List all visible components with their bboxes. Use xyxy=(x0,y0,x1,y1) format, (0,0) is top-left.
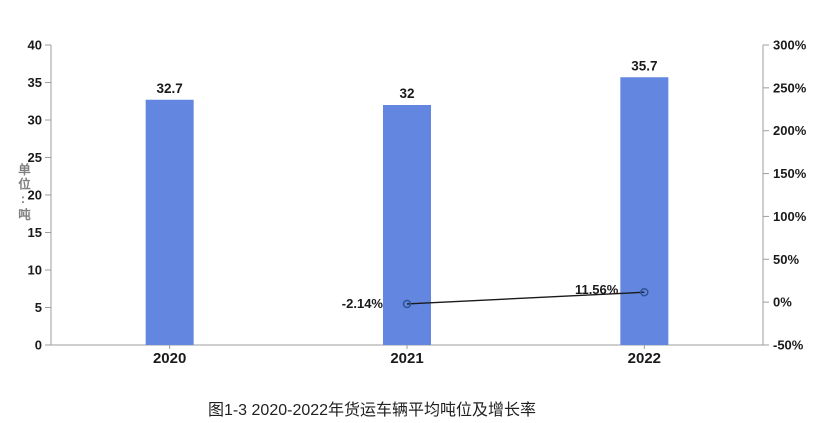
right-axis-tick-label: 0% xyxy=(773,295,792,310)
left-axis-tick-label: 40 xyxy=(28,38,42,53)
left-axis-tick-label: 20 xyxy=(28,188,42,203)
left-axis-tick-label: 0 xyxy=(35,338,42,353)
category-label: 2022 xyxy=(628,350,661,367)
line-data-label: -2.14% xyxy=(342,296,384,311)
right-axis-tick-label: -50% xyxy=(773,338,804,353)
right-axis-tick-label: 50% xyxy=(773,252,799,267)
bar-2022 xyxy=(620,77,669,345)
right-axis-tick-label: 150% xyxy=(773,166,807,181)
right-axis-tick-label: 250% xyxy=(773,80,807,95)
line-marker xyxy=(640,287,649,297)
bar-data-label: 35.7 xyxy=(631,58,657,73)
growth-rate-line xyxy=(406,291,645,305)
bar-data-label: 32 xyxy=(399,86,414,101)
figure-caption: 图1-3 2020-2022年货运车辆平均吨位及增长率 xyxy=(207,402,537,419)
category-label: 2021 xyxy=(390,350,423,367)
category-label: 2020 xyxy=(153,350,186,367)
line-marker xyxy=(402,299,412,309)
left-axis-tick-label: 35 xyxy=(28,75,42,90)
right-axis-tick-label: 200% xyxy=(773,123,807,138)
left-axis-tick-label: 25 xyxy=(28,150,42,165)
left-axis-tick-label: 15 xyxy=(28,225,42,240)
left-axis-title: 单位:吨 xyxy=(16,163,30,223)
left-axis-tick-label: 30 xyxy=(28,113,42,128)
left-axis-tick-label: 10 xyxy=(28,263,42,278)
right-axis-tick-label: 300% xyxy=(773,38,807,53)
right-axis-tick-label: 100% xyxy=(773,209,807,224)
bar-2020 xyxy=(145,99,194,345)
bar-2021 xyxy=(383,105,431,345)
bar-data-label: 32.7 xyxy=(157,81,183,96)
left-axis-tick-label: 5 xyxy=(35,300,42,315)
